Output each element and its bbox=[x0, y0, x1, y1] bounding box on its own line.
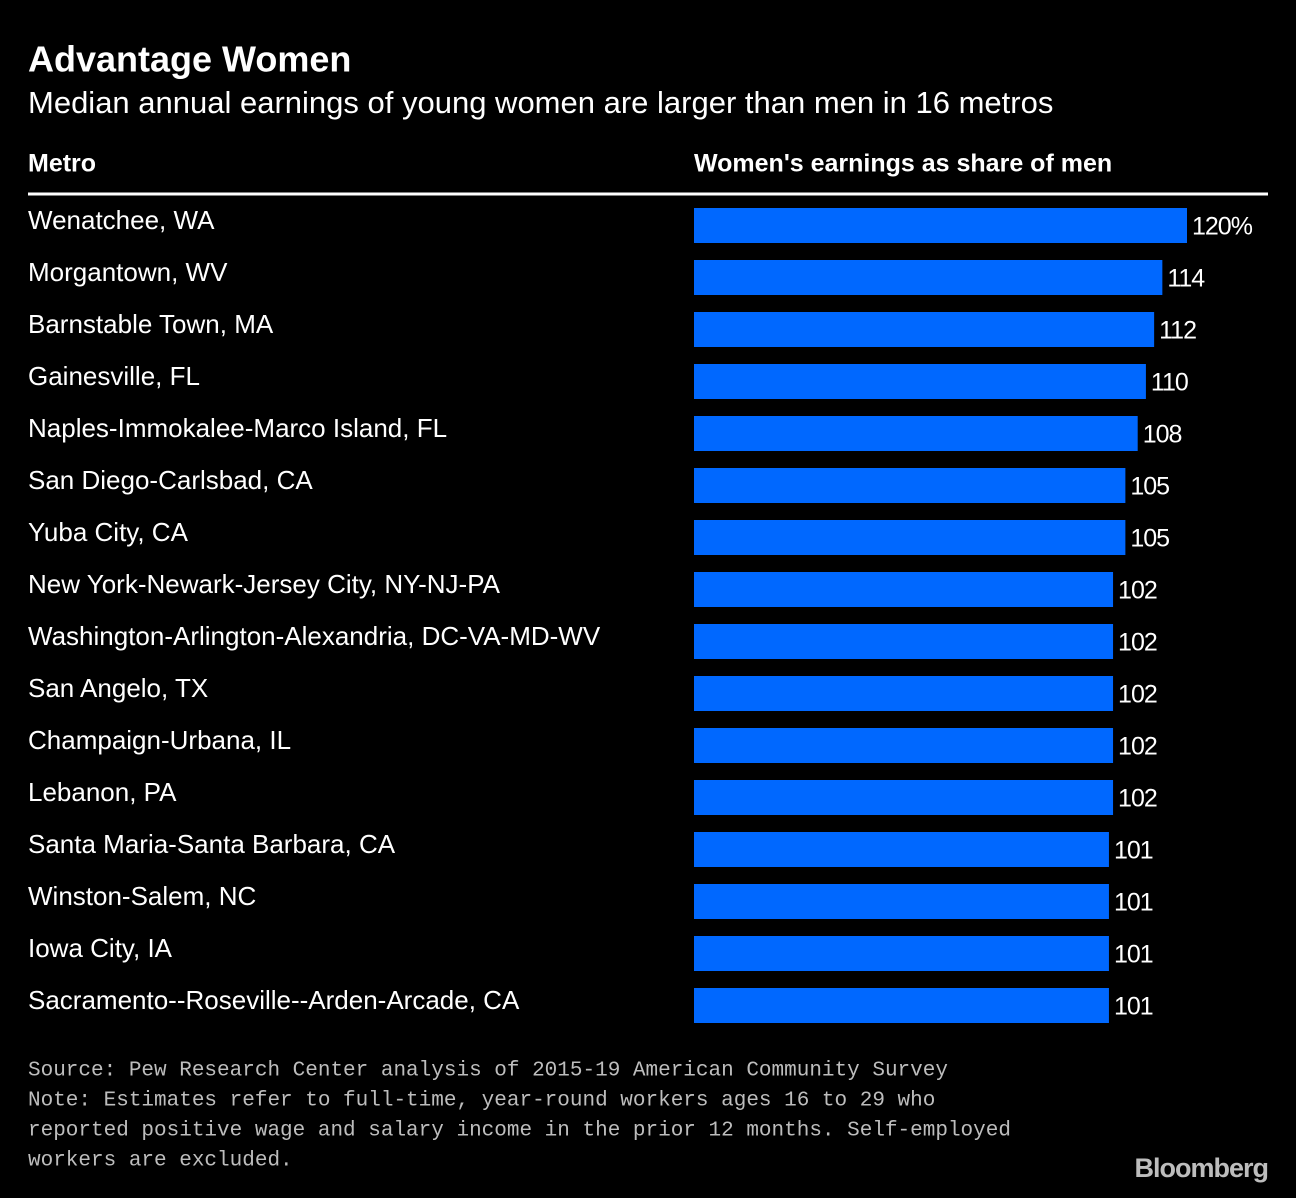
category-label: Winston-Salem, NC bbox=[28, 881, 256, 911]
value-label: 101 bbox=[1114, 941, 1153, 969]
category-label: Gainesville, FL bbox=[28, 361, 200, 391]
bar bbox=[694, 572, 1114, 607]
brand: Bloomberg bbox=[1134, 1153, 1268, 1183]
category-label: Yuba City, CA bbox=[28, 517, 189, 547]
note: Note: Estimates refer to full-time, year… bbox=[28, 1090, 935, 1113]
value-label: 102 bbox=[1118, 785, 1157, 813]
value-label: 110 bbox=[1151, 369, 1188, 397]
bar bbox=[694, 208, 1187, 243]
chart-title: Advantage Women bbox=[28, 39, 351, 80]
bar bbox=[694, 416, 1138, 451]
value-label: 102 bbox=[1118, 629, 1157, 657]
category-label: Sacramento--Roseville--Arden-Arcade, CA bbox=[28, 985, 520, 1015]
bar bbox=[694, 312, 1155, 347]
value-label: 114 bbox=[1167, 265, 1205, 293]
category-label: Wenatchee, WA bbox=[28, 205, 215, 235]
bar bbox=[694, 364, 1146, 399]
category-label: Iowa City, IA bbox=[28, 933, 173, 963]
value-label: 108 bbox=[1143, 421, 1182, 449]
chart-subtitle: Median annual earnings of young women ar… bbox=[28, 85, 1053, 120]
column-header: Metro bbox=[28, 150, 96, 178]
note: workers are excluded. bbox=[28, 1150, 293, 1173]
value-label: 102 bbox=[1118, 577, 1157, 605]
category-label: Naples-Immokalee-Marco Island, FL bbox=[28, 413, 447, 443]
bar bbox=[694, 936, 1109, 971]
category-label: New York-Newark-Jersey City, NY-NJ-PA bbox=[28, 569, 501, 599]
bar bbox=[694, 832, 1109, 867]
bar bbox=[694, 676, 1114, 711]
column-header: Women's earnings as share of men bbox=[694, 150, 1112, 178]
category-label: Lebanon, PA bbox=[28, 777, 177, 807]
value-label: 102 bbox=[1118, 733, 1157, 761]
value-label: 112 bbox=[1159, 317, 1196, 345]
value-label: 105 bbox=[1130, 525, 1169, 553]
value-label: 101 bbox=[1114, 993, 1153, 1021]
category-label: San Diego-Carlsbad, CA bbox=[28, 465, 313, 495]
bar bbox=[694, 520, 1126, 555]
bar bbox=[694, 468, 1126, 503]
note: reported positive wage and salary income… bbox=[28, 1120, 1011, 1143]
category-label: Champaign-Urbana, IL bbox=[28, 725, 291, 755]
value-label: 101 bbox=[1114, 837, 1153, 865]
category-label: Morgantown, WV bbox=[28, 257, 228, 287]
bar bbox=[694, 260, 1163, 295]
category-label: Santa Maria-Santa Barbara, CA bbox=[28, 829, 396, 859]
value-label: 105 bbox=[1130, 473, 1169, 501]
bar bbox=[694, 988, 1109, 1023]
category-label: Washington-Arlington-Alexandria, DC-VA-M… bbox=[28, 621, 601, 651]
value-label: 120% bbox=[1192, 213, 1253, 241]
source: Source: Pew Research Center analysis of … bbox=[28, 1060, 948, 1083]
value-label: 101 bbox=[1114, 889, 1153, 917]
value-label: 102 bbox=[1118, 681, 1157, 709]
bar bbox=[694, 884, 1109, 919]
bar bbox=[694, 780, 1114, 815]
bar bbox=[694, 624, 1114, 659]
bar bbox=[694, 728, 1114, 763]
category-label: San Angelo, TX bbox=[28, 673, 208, 703]
category-label: Barnstable Town, MA bbox=[28, 309, 274, 339]
